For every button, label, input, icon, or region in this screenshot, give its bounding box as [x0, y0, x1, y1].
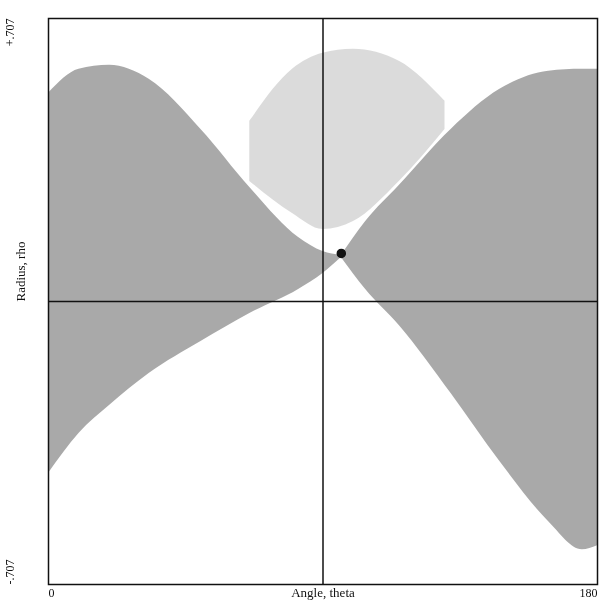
svg-text:-.707: -.707: [3, 560, 17, 585]
svg-text:Angle, theta: Angle, theta: [291, 585, 355, 600]
svg-text:180: 180: [580, 586, 598, 600]
svg-text:Radius, rho: Radius, rho: [13, 242, 28, 302]
svg-text:+.707: +.707: [3, 19, 17, 47]
svg-text:0: 0: [49, 586, 55, 600]
